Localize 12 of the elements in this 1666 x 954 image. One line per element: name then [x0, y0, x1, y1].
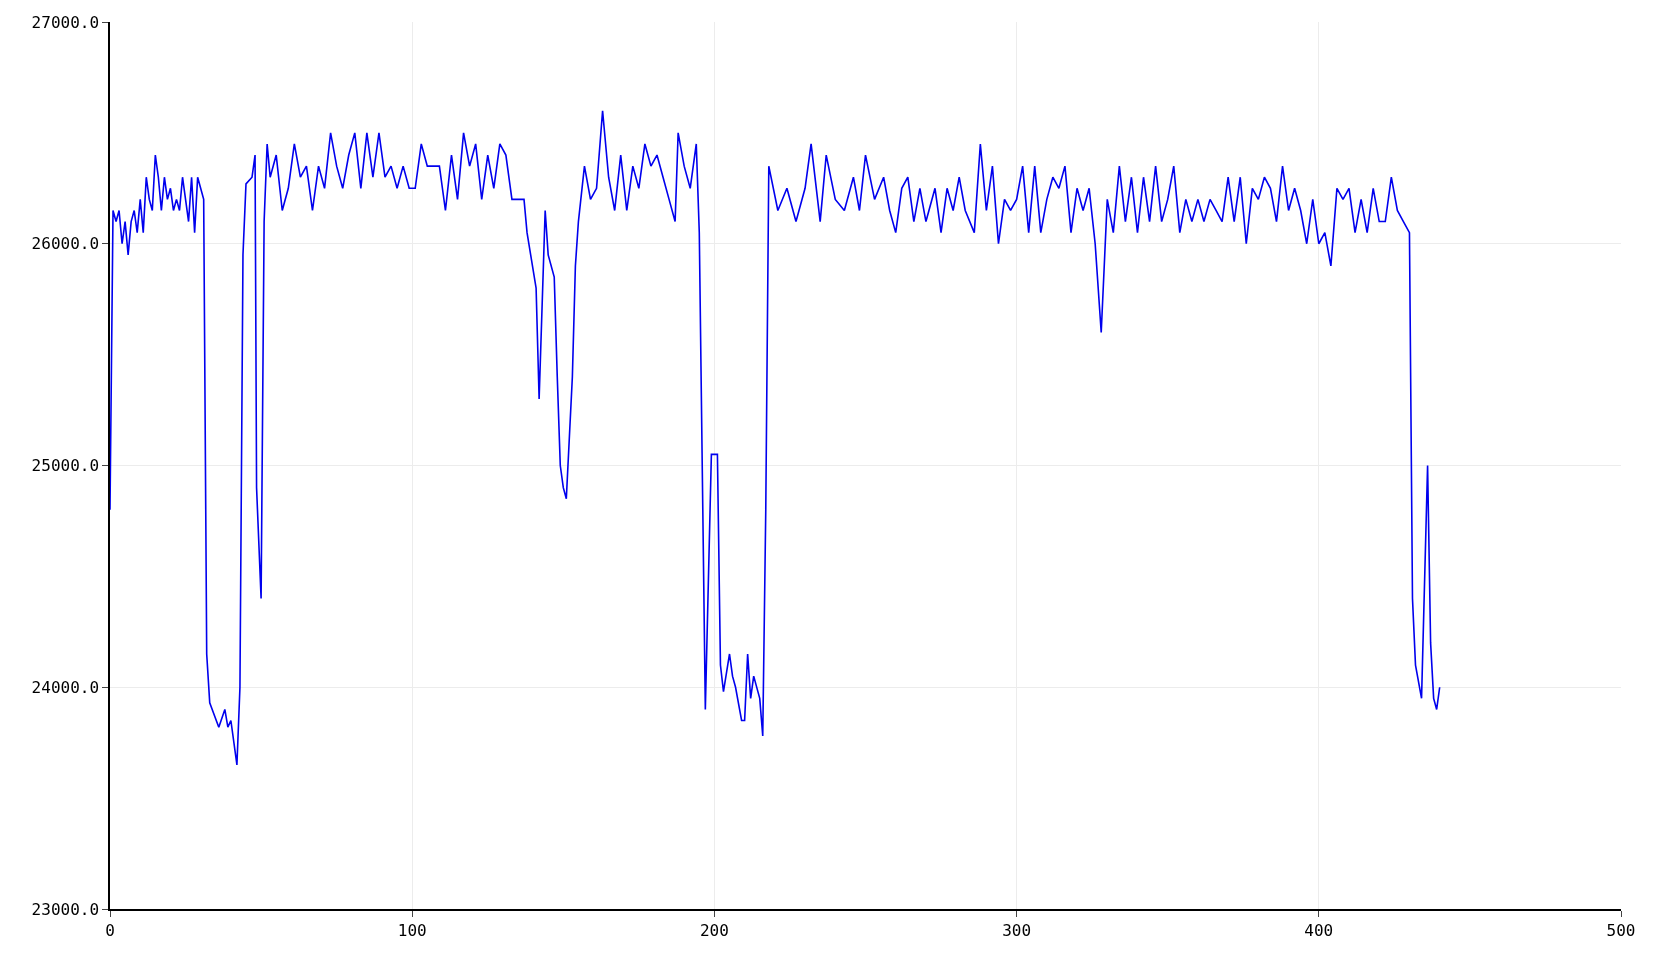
x-tick-label: 500	[1606, 920, 1636, 940]
x-tick-label: 200	[699, 920, 729, 940]
y-tick-label: 23000.0	[31, 899, 100, 919]
y-tick-label: 25000.0	[31, 456, 100, 476]
line-series	[110, 109, 1441, 766]
x-tick-label: 0	[105, 920, 115, 940]
x-tick-label: 300	[1002, 920, 1032, 940]
x-tick-label: 400	[1304, 920, 1334, 940]
x-tick-label: 100	[397, 920, 427, 940]
y-tick-label: 24000.0	[31, 677, 100, 697]
y-tick-label: 27000.0	[31, 12, 100, 32]
y-tick-label: 26000.0	[31, 234, 100, 254]
